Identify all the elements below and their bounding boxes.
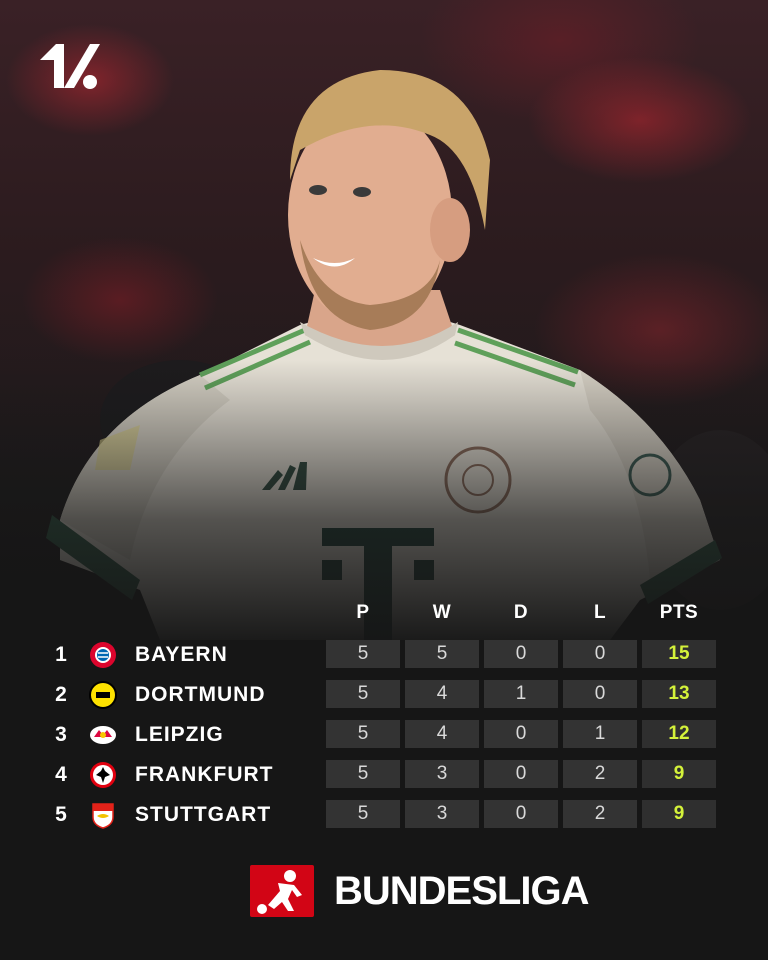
team-name: STUTTGART	[135, 803, 272, 826]
stat-lost: 1	[563, 720, 637, 748]
league-name: BUNDESLIGA	[334, 869, 589, 913]
stat-drawn: 0	[484, 640, 558, 668]
table-row: 3 LEIPZIG 5 4 0 1 12	[0, 720, 768, 750]
stat-won: 4	[405, 720, 479, 748]
photo-fade	[0, 360, 768, 640]
league-branding: BUNDESLIGA	[250, 865, 589, 919]
stat-played: 5	[326, 720, 400, 748]
team-name: DORTMUND	[135, 683, 266, 706]
stat-played: 5	[326, 760, 400, 788]
stat-won: 5	[405, 640, 479, 668]
rank: 2	[55, 683, 67, 706]
stat-lost: 0	[563, 680, 637, 708]
column-lost: L	[593, 602, 607, 623]
rank: 1	[55, 643, 67, 666]
column-drawn: D	[513, 602, 529, 623]
stat-lost: 2	[563, 800, 637, 828]
stat-won: 4	[405, 680, 479, 708]
team-name: LEIPZIG	[135, 723, 224, 746]
stat-drawn: 0	[484, 800, 558, 828]
bundesliga-logo	[250, 865, 314, 917]
stat-points: 13	[642, 680, 716, 708]
table-row: 1 BAYERN 5 5 0 0 15	[0, 640, 768, 670]
stat-lost: 2	[563, 760, 637, 788]
bayern-crest-icon	[90, 642, 116, 668]
table-row: 2 DORTMUND 5 4 1 0 13	[0, 680, 768, 710]
team-name: BAYERN	[135, 643, 228, 666]
stuttgart-crest-icon	[92, 803, 114, 829]
table-row: 5 STUTTGART 5 3 0 2 9	[0, 800, 768, 830]
frankfurt-crest-icon	[90, 762, 116, 788]
stat-drawn: 0	[484, 760, 558, 788]
stat-points: 15	[642, 640, 716, 668]
team-name: FRANKFURT	[135, 763, 274, 786]
stat-played: 5	[326, 800, 400, 828]
stat-lost: 0	[563, 640, 637, 668]
stat-points: 9	[642, 760, 716, 788]
column-points: PTS	[659, 602, 699, 623]
stat-points: 12	[642, 720, 716, 748]
table-row: 4 FRANKFURT 5 3 0 2 9	[0, 760, 768, 790]
column-won: W	[432, 602, 452, 623]
leipzig-crest-icon	[90, 726, 116, 744]
table-header: P W D L PTS	[0, 596, 768, 630]
stat-drawn: 1	[484, 680, 558, 708]
dortmund-crest-icon	[89, 681, 117, 709]
stat-played: 5	[326, 640, 400, 668]
rank: 5	[55, 803, 67, 826]
onefootball-logo	[40, 44, 100, 89]
stat-won: 3	[405, 800, 479, 828]
stat-won: 3	[405, 760, 479, 788]
rank: 3	[55, 723, 67, 746]
stat-drawn: 0	[484, 720, 558, 748]
stat-played: 5	[326, 680, 400, 708]
stat-points: 9	[642, 800, 716, 828]
column-played: P	[356, 602, 370, 623]
rank: 4	[55, 763, 67, 786]
hero-photo	[0, 0, 768, 640]
